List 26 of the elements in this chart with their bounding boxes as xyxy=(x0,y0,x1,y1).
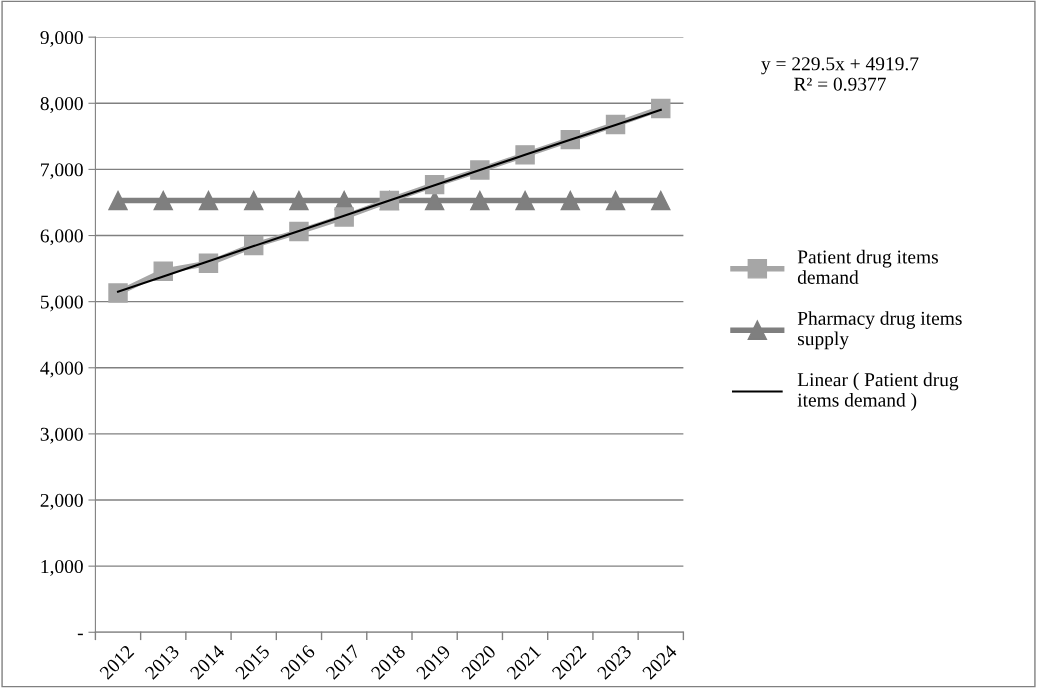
point xyxy=(605,190,626,211)
text: y = 229.5x + 4919.7 R² = 0.9377 xyxy=(761,57,919,91)
legend-label: Linear ( Patient drug items demand ) xyxy=(797,372,959,411)
point xyxy=(108,283,128,303)
y-tick-label: 8,000 xyxy=(40,97,83,114)
point xyxy=(560,190,581,211)
legend-label: Patient drug items demand xyxy=(797,249,938,284)
y-tick-label: 5,000 xyxy=(40,295,83,312)
point xyxy=(651,190,671,211)
y-tick-label: 4,000 xyxy=(40,361,83,378)
y-tick-label: 2,000 xyxy=(40,493,83,510)
y-tick-label: 1,000 xyxy=(41,559,83,576)
point xyxy=(515,190,535,211)
y-tick-label: 9,000 xyxy=(40,30,83,47)
point xyxy=(470,190,490,211)
y-tick-label: 7,000 xyxy=(41,163,83,180)
y-tick-label: 6,000 xyxy=(40,229,83,246)
point xyxy=(651,98,671,119)
y-tick-label: 3,000 xyxy=(40,427,83,444)
legend-label: Pharmacy drug items supply xyxy=(797,311,962,350)
point xyxy=(243,190,264,211)
y-tick-label: - xyxy=(77,633,83,636)
point xyxy=(153,190,173,211)
point xyxy=(108,190,128,211)
point xyxy=(198,190,219,211)
point xyxy=(289,190,309,211)
